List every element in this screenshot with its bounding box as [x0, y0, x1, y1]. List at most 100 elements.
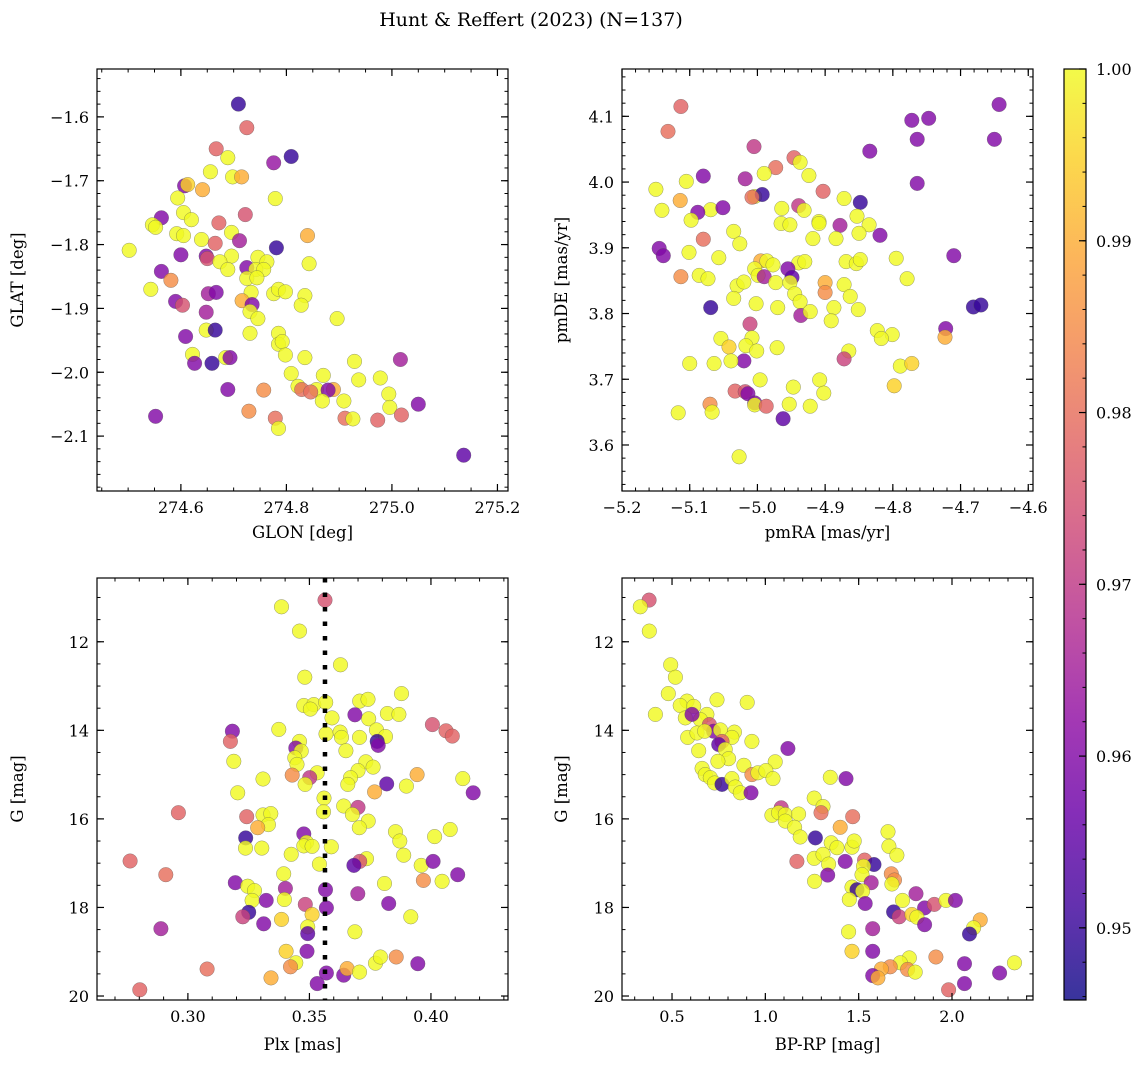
- data-point: [175, 228, 192, 244]
- data-point: [654, 202, 670, 218]
- data-point: [392, 833, 408, 849]
- data-point: [909, 175, 925, 191]
- x-tick-label: 1.0: [753, 1007, 778, 1026]
- y-tick-label: 14: [594, 721, 614, 740]
- y-axis-label: pmDE [mas/yr]: [552, 217, 571, 343]
- data-point: [765, 257, 781, 273]
- data-point: [410, 956, 426, 972]
- data-point: [220, 261, 236, 278]
- data-point: [838, 771, 854, 787]
- colorbar-gradient: [1064, 69, 1086, 1000]
- data-point: [792, 829, 808, 845]
- data-point: [122, 853, 138, 869]
- data-point: [785, 379, 801, 395]
- colorbar-tick-label: 0.97: [1096, 575, 1132, 594]
- data-point: [270, 420, 287, 436]
- data-point: [807, 873, 823, 889]
- data-point: [314, 393, 330, 409]
- data-point: [739, 694, 755, 710]
- data-point: [199, 961, 215, 977]
- x-tick-label: −4.6: [1009, 498, 1048, 517]
- data-point: [372, 370, 388, 386]
- data-point: [660, 686, 676, 702]
- y-tick-label: 4.0: [589, 173, 614, 192]
- data-point: [904, 112, 920, 128]
- data-point: [338, 743, 354, 759]
- data-point: [284, 767, 300, 783]
- data-point: [695, 231, 711, 247]
- data-point: [410, 396, 426, 412]
- data-point: [780, 740, 796, 757]
- data-point: [424, 717, 440, 733]
- data-point: [742, 316, 758, 332]
- data-point: [351, 372, 367, 388]
- data-point: [726, 290, 742, 306]
- data-point: [828, 231, 844, 247]
- data-point: [235, 909, 251, 925]
- data-point: [820, 867, 836, 883]
- y-tick-label: 3.6: [589, 436, 614, 455]
- data-point: [230, 785, 246, 801]
- data-point: [710, 753, 726, 769]
- x-tick-label: 0.5: [659, 1007, 684, 1026]
- data-point: [143, 281, 159, 297]
- x-tick-label: −4.9: [806, 498, 845, 517]
- data-point: [297, 669, 313, 685]
- data-point: [888, 250, 904, 266]
- data-point: [768, 275, 784, 291]
- colorbar-tick-label: 0.99: [1096, 232, 1132, 251]
- data-point: [667, 669, 683, 685]
- data-point: [732, 236, 748, 252]
- data-point: [829, 840, 845, 856]
- data-point: [886, 378, 902, 394]
- data-point: [455, 771, 471, 787]
- data-point: [332, 657, 349, 673]
- data-point: [367, 784, 383, 800]
- data-point: [207, 235, 223, 251]
- data-point: [450, 867, 466, 883]
- data-point: [444, 728, 460, 744]
- data-point: [173, 247, 189, 263]
- data-point: [222, 350, 238, 366]
- data-point: [299, 228, 316, 244]
- data-point: [870, 970, 886, 986]
- data-point: [299, 943, 315, 959]
- data-point: [655, 248, 671, 264]
- data-point: [361, 711, 377, 727]
- data-point: [324, 710, 340, 726]
- data-point: [941, 982, 957, 998]
- data-point: [199, 251, 215, 267]
- data-point: [291, 623, 308, 639]
- data-point: [769, 340, 785, 356]
- data-point: [907, 964, 923, 980]
- data-point: [670, 405, 686, 421]
- data-point: [258, 892, 274, 908]
- data-point: [237, 840, 254, 856]
- data-point: [884, 876, 900, 892]
- colorbar-tick-label: 0.95: [1096, 919, 1132, 938]
- data-point: [204, 355, 220, 371]
- data-point: [226, 753, 242, 769]
- data-point: [846, 833, 862, 849]
- x-tick-label: 1.5: [846, 1007, 871, 1026]
- data-point: [346, 857, 362, 873]
- data-point: [194, 182, 211, 198]
- x-tick-label: 0.35: [292, 1007, 328, 1026]
- data-point: [715, 200, 731, 216]
- x-tick-label: −5.2: [603, 498, 642, 517]
- data-point: [302, 701, 318, 717]
- y-tick-label: −1.7: [50, 172, 89, 191]
- data-point: [765, 771, 781, 787]
- axes-frame: [96, 577, 509, 1001]
- data-point: [268, 240, 284, 256]
- data-point: [947, 892, 963, 908]
- data-point: [241, 403, 257, 419]
- data-point: [770, 300, 786, 316]
- data-point: [207, 322, 223, 338]
- data-point: [921, 110, 937, 126]
- data-point: [731, 449, 747, 465]
- data-point: [297, 776, 313, 792]
- data-point: [434, 873, 450, 889]
- data-point: [370, 412, 386, 428]
